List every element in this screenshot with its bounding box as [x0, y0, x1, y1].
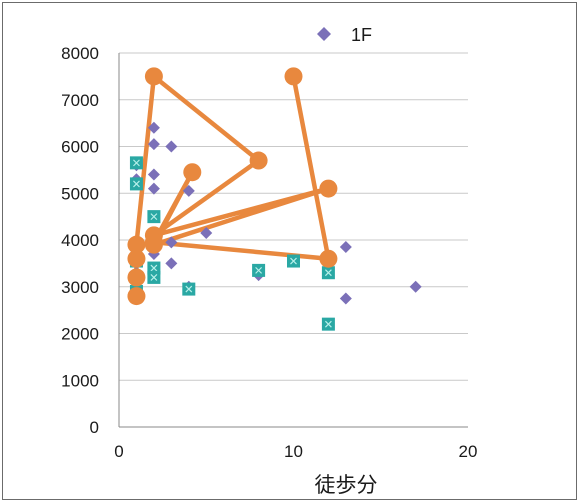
data-point-square-mark [324, 269, 332, 277]
data-point-diamond [200, 226, 213, 239]
data-point-circle [249, 151, 268, 170]
y-tick-label: 0 [90, 418, 99, 437]
data-point-circle [127, 235, 146, 254]
data-point-square-mark [150, 273, 158, 281]
data-point-circle [144, 233, 163, 252]
data-point-square-mark [150, 213, 158, 221]
data-point-square-mark [255, 266, 263, 274]
axes [118, 53, 468, 428]
data-point-circle [319, 179, 338, 198]
data-point-diamond [165, 257, 178, 270]
data-point-square-mark [324, 320, 332, 328]
y-tick-label: 2000 [61, 325, 99, 344]
y-tick-label: 3000 [61, 278, 99, 297]
data-point-square-mark [133, 159, 140, 167]
data-point-diamond [165, 140, 178, 153]
data-point-diamond [147, 121, 160, 134]
x-axis-ticks: 0 10 20 [114, 442, 477, 461]
data-point-diamond [182, 184, 195, 197]
data-point-circle [319, 249, 338, 268]
data-point-diamond [147, 138, 160, 151]
data-point-square-mark [185, 285, 193, 293]
data-point-circle [183, 163, 202, 182]
x-tick-label: 10 [284, 442, 303, 461]
y-tick-label: 4000 [61, 231, 99, 250]
series-markers [127, 67, 422, 331]
x-tick-label: 20 [459, 442, 478, 461]
data-point-diamond [147, 182, 160, 195]
x-axis-title: 徒歩分 [315, 473, 378, 497]
data-point-square-mark [150, 264, 158, 272]
data-point-diamond [147, 168, 160, 181]
data-point-circle [144, 67, 163, 86]
data-point-square-mark [290, 257, 297, 265]
y-tick-label: 6000 [61, 138, 99, 157]
data-point-circle [127, 287, 146, 306]
data-point-diamond [165, 236, 178, 249]
data-point-circle [127, 268, 146, 287]
legend-marker-diamond [317, 27, 331, 41]
legend-label-1f: 1F [351, 25, 372, 45]
data-point-square-mark [133, 180, 140, 188]
y-tick-label: 7000 [61, 91, 99, 110]
chart-frame: 0 1000 2000 3000 4000 5000 6000 7000 8000 0 10 20 … [2, 2, 577, 500]
x-tick-label: 0 [114, 442, 123, 461]
grid-lines [119, 52, 468, 381]
y-axis-ticks: 0 1000 2000 3000 4000 5000 6000 7000 8000 [61, 44, 99, 437]
y-tick-label: 5000 [61, 184, 99, 203]
y-tick-label: 1000 [61, 371, 99, 390]
data-point-circle [284, 67, 303, 86]
data-point-diamond [409, 280, 422, 293]
data-point-diamond [339, 241, 352, 254]
data-point-diamond [339, 292, 352, 305]
data-point-circle [127, 249, 146, 268]
y-tick-label: 8000 [61, 44, 99, 63]
chart-legend: 1F [317, 25, 372, 45]
